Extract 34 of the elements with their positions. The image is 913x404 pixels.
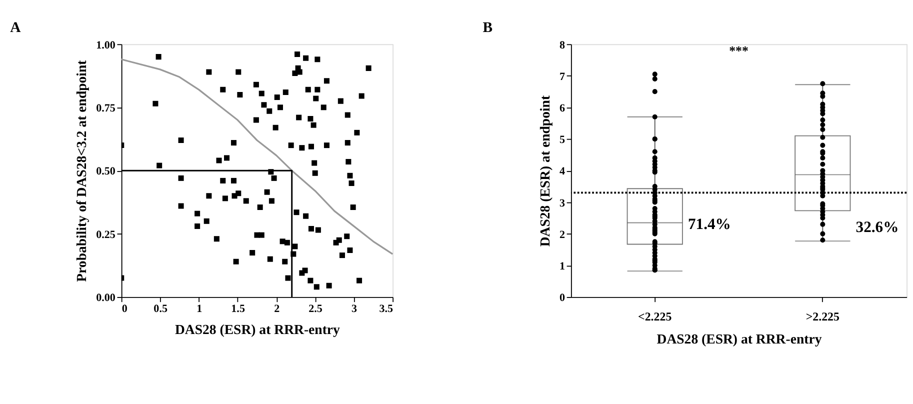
x-tick-label: 0.5 xyxy=(154,303,168,316)
x-tick-label: 1 xyxy=(196,303,202,316)
chart-title: B xyxy=(482,20,493,36)
x-tick-label: 3 xyxy=(352,303,358,316)
annotation: *** xyxy=(729,44,748,58)
y-tick-label: 8 xyxy=(559,39,566,52)
x-tick-label: 3.5 xyxy=(379,303,394,316)
x-tick-label: 2.5 xyxy=(308,303,323,316)
y-tick-label: 0.75 xyxy=(96,102,116,115)
x-axis-title: DAS28 (ESR) at RRR-entry xyxy=(174,322,340,338)
y-tick-label: 0.25 xyxy=(96,228,116,241)
y-tick-label: 6 xyxy=(559,102,566,115)
y-tick-label: 5 xyxy=(559,134,566,146)
x-tick-label: <2.225 xyxy=(638,309,672,324)
annotation: 71.4% xyxy=(688,216,731,233)
y-tick-label: 3 xyxy=(559,197,566,210)
x-tick-label: 1.5 xyxy=(231,303,246,316)
x-tick-label: 2 xyxy=(274,303,280,316)
line-series xyxy=(120,58,394,255)
x-axis-title: DAS28 (ESR) at RRR-entry xyxy=(656,331,822,346)
y-tick-label: 1 xyxy=(559,260,565,273)
x-tick-label: >2.225 xyxy=(806,309,840,324)
y-tick-label: 1.00 xyxy=(96,39,116,52)
y-tick-label: 4 xyxy=(559,166,566,178)
annotation: 32.6% xyxy=(856,219,899,236)
y-tick-label: 2 xyxy=(559,228,566,241)
y-axis-title: Probability of DAS28<3.2 at endpoint xyxy=(74,60,89,282)
y-tick-label: 0.00 xyxy=(96,292,116,304)
x-tick-label: 0 xyxy=(122,303,128,316)
y-tick-label: 7 xyxy=(559,70,566,83)
chart-title: A xyxy=(10,20,22,36)
y-axis-title: DAS28 (ESR) at endpoint xyxy=(537,95,552,247)
y-tick-label: 0 xyxy=(559,292,566,304)
y-tick-label: 0.50 xyxy=(96,166,116,178)
